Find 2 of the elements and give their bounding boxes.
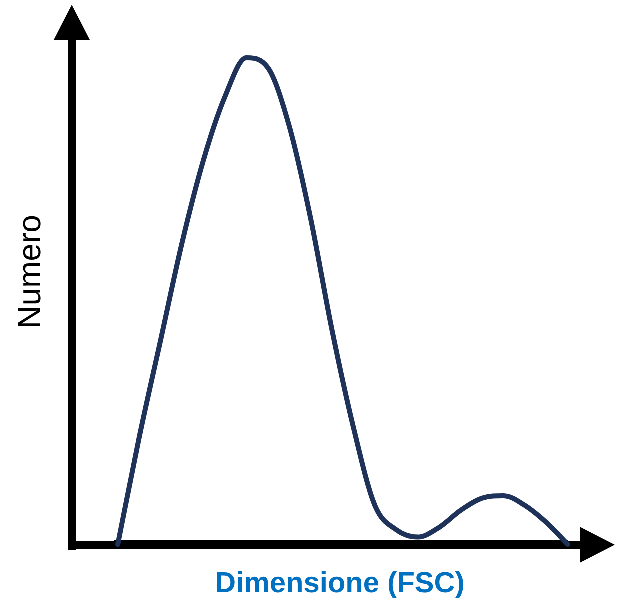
x-axis-title: Dimensione (FSC) [215, 568, 465, 600]
y-axis-title: Numero [12, 215, 48, 329]
